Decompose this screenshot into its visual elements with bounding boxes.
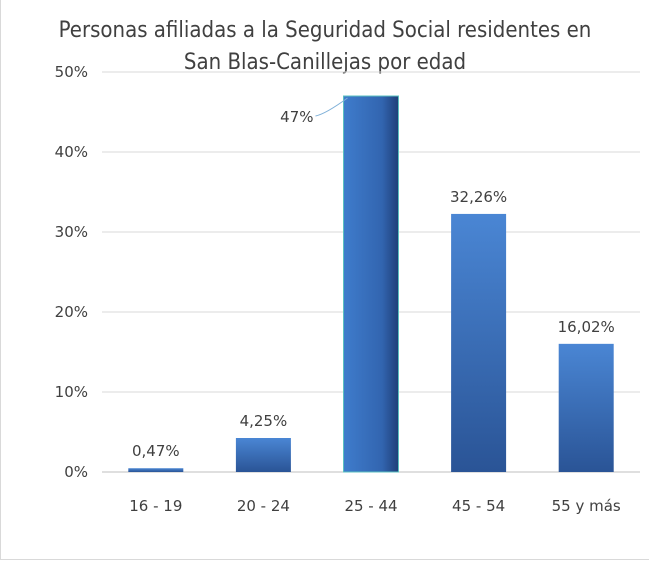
y-tick-label: 30%: [55, 223, 88, 241]
x-tick-label: 45 - 54: [452, 497, 505, 515]
data-label: 16,02%: [558, 318, 615, 336]
chart-title-line-1: Personas afiliadas a la Seguridad Social…: [58, 18, 592, 43]
y-tick-label: 20%: [55, 303, 88, 321]
chart-title-line-2: San Blas-Canillejas por edad: [183, 50, 467, 75]
bar: [128, 468, 184, 472]
x-tick-label: 16 - 19: [129, 497, 182, 515]
y-tick-label: 0%: [64, 463, 88, 481]
y-tick-label: 40%: [55, 143, 88, 161]
data-label-leader-line: [315, 97, 348, 117]
x-tick-label: 20 - 24: [237, 497, 290, 515]
bar: [343, 95, 399, 473]
x-tick-label: 25 - 44: [344, 497, 397, 515]
data-label: 0,47%: [132, 442, 180, 460]
bar: [558, 343, 614, 472]
bar: [451, 213, 507, 473]
data-label: 32,26%: [450, 188, 507, 206]
y-tick-label: 50%: [55, 63, 88, 81]
bar: [235, 438, 291, 472]
y-tick-label: 10%: [55, 383, 88, 401]
x-tick-label: 55 y más: [552, 497, 621, 515]
data-label: 47%: [280, 108, 313, 126]
data-label: 4,25%: [240, 412, 288, 430]
